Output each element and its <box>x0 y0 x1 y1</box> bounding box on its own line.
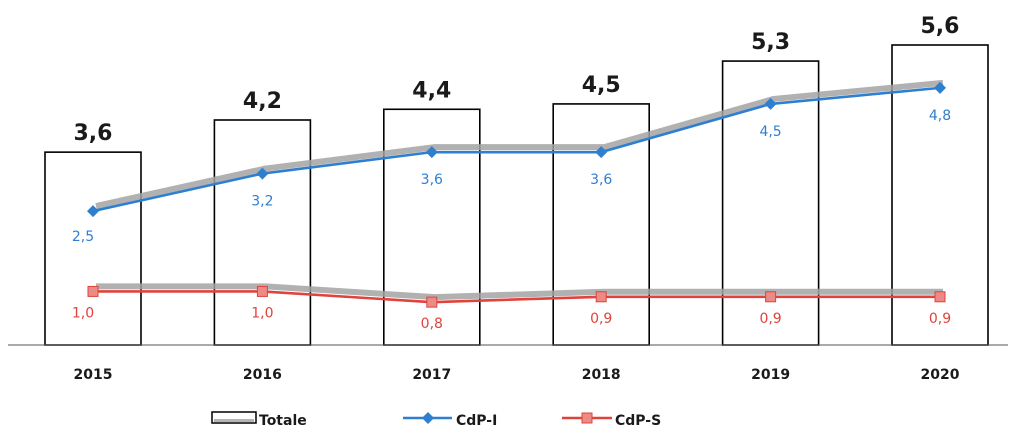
cdp-i-value-label: 4,8 <box>929 108 951 124</box>
x-tick-label: 2018 <box>582 367 621 383</box>
cdp-s-line <box>93 290 940 304</box>
cdp-i-value-label: 2,5 <box>72 229 94 245</box>
cdp-s-shadow <box>96 283 943 301</box>
x-tick-label: 2019 <box>751 367 790 383</box>
cdp-s-point <box>256 285 268 297</box>
cdp-s-point <box>87 285 99 297</box>
cdp-s-value-label: 1,0 <box>72 305 94 321</box>
cdp-s-value-label: 0,9 <box>590 311 612 327</box>
bar-value-label: 4,2 <box>243 89 282 114</box>
cdp-i-shadow <box>95 79 944 210</box>
cdp-s-point <box>934 291 946 303</box>
legend-swatch-totale <box>211 411 257 424</box>
cdp-i-value-label: 3,6 <box>421 172 443 188</box>
cdp-i-line <box>92 86 941 213</box>
bar-totale <box>44 151 142 346</box>
cdp-s-point <box>426 296 438 308</box>
labels-layer: 3,6 4,2 4,4 4,5 5,3 5,6 2,5 3,2 3,6 3,6 4,5 4,8 1,0 1… <box>72 14 960 383</box>
cdp-s-value-label: 0,9 <box>929 311 951 327</box>
x-tick-label: 2015 <box>74 367 113 383</box>
cdp-s-value-label: 0,9 <box>759 311 781 327</box>
legend: Totale CdP-I CdP-S <box>211 411 661 429</box>
cdp-i-point <box>256 167 269 180</box>
cdp-i-point <box>595 146 608 159</box>
cdp-i-point <box>764 97 777 110</box>
legend-label-totale: Totale <box>259 413 307 429</box>
x-tick-label: 2020 <box>921 367 960 383</box>
bar-value-label: 4,4 <box>412 78 451 103</box>
cdp-s-point <box>765 291 777 303</box>
lines-layer <box>87 79 946 308</box>
bar-totale <box>213 119 312 346</box>
legend-swatch-totale-shade <box>214 419 254 422</box>
cdp-i-point <box>425 146 438 159</box>
x-tick-label: 2017 <box>412 367 451 383</box>
bar-value-label: 5,6 <box>921 14 960 39</box>
cdp-i-point <box>934 81 946 94</box>
bar-value-label: 5,3 <box>751 30 790 55</box>
legend-label-cdp-s: CdP-S <box>615 413 661 429</box>
cdp-i-value-label: 3,6 <box>590 172 612 188</box>
cdp-i-point <box>87 205 99 218</box>
legend-label-cdp-i: CdP-I <box>456 413 497 429</box>
cdp-s-point <box>595 291 607 303</box>
cdp-s-value-label: 1,0 <box>251 305 273 321</box>
cdp-i-value-label: 3,2 <box>251 194 273 210</box>
legend-marker-cdp-s <box>581 412 593 424</box>
bar-value-label: 4,5 <box>582 73 621 98</box>
cdp-i-value-label: 4,5 <box>759 124 781 140</box>
x-tick-label: 2016 <box>243 367 282 383</box>
bar-value-label: 3,6 <box>74 121 113 146</box>
legend-marker-cdp-i <box>422 412 434 424</box>
cdp-s-value-label: 0,8 <box>421 316 443 332</box>
